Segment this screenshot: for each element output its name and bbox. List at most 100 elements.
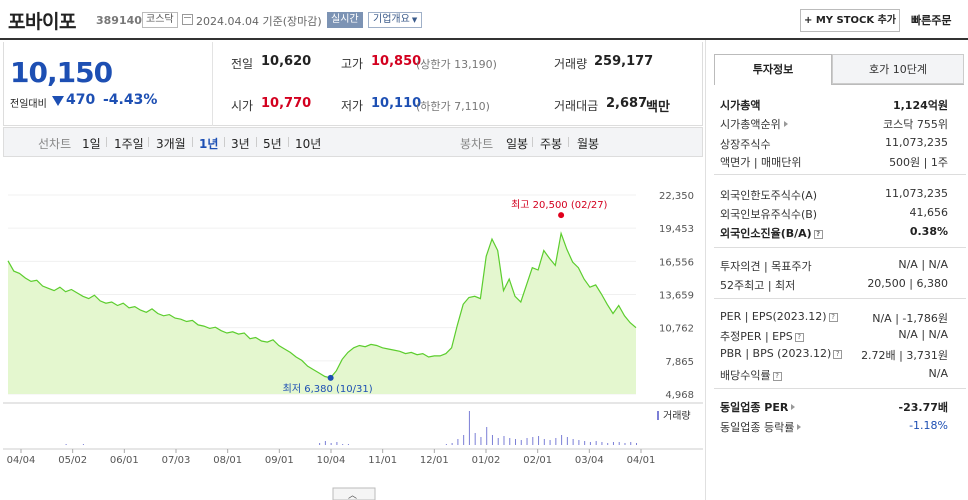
arrow-right-icon[interactable]: [791, 404, 796, 410]
chevron-down-icon: ▼: [411, 16, 418, 24]
info-label-text: 배당수익률: [720, 369, 771, 382]
info-label[interactable]: 추정PER | EPS?: [720, 328, 804, 344]
volume-bar: [457, 439, 459, 445]
chevron-up-icon[interactable]: ︿: [348, 491, 357, 500]
volume-bar: [618, 442, 620, 445]
info-label-text: PBR | BPS (2023.12): [720, 347, 832, 360]
high-label: 고가: [341, 57, 364, 71]
info-value: N/A | N/A: [898, 258, 948, 271]
volume-bar: [624, 443, 626, 445]
y-tick-label: 16,556: [659, 257, 694, 268]
prev-close-value: 10,620: [261, 54, 312, 69]
info-value: 코스닥 755위: [883, 118, 948, 131]
low-value: 10,110: [371, 96, 422, 111]
info-value: 500원 | 1주: [889, 156, 948, 169]
volume-bar: [601, 442, 603, 445]
arrow-right-icon[interactable]: [797, 424, 802, 430]
volume-bar: [607, 443, 609, 445]
company-overview-dropdown[interactable]: 기업개요 ▼: [368, 12, 423, 28]
volume-bar: [612, 442, 614, 445]
volume-bar: [503, 436, 505, 445]
tab-10-year[interactable]: 10년: [295, 137, 322, 151]
divider: [192, 137, 193, 147]
volume-bar: [509, 438, 511, 445]
change-percent: -4.43%: [103, 92, 158, 108]
info-value: 41,656: [909, 206, 949, 219]
tab-1-day[interactable]: 1일: [82, 137, 101, 151]
divider: [714, 388, 966, 389]
volume-bar: [324, 441, 326, 445]
chart-expand-button[interactable]: [332, 487, 376, 500]
tab-1-week[interactable]: 1주일: [114, 137, 144, 151]
volume-bar: [347, 444, 349, 445]
volume-bar: [82, 444, 84, 445]
info-label-text: 외국인소진율(B/A): [720, 227, 812, 240]
info-label[interactable]: PBR | BPS (2023.12)?: [720, 347, 843, 360]
tab-daily[interactable]: 일봉: [506, 137, 529, 151]
info-label[interactable]: 외국인소진율(B/A)?: [720, 225, 823, 241]
volume-bar: [515, 439, 517, 445]
tab-monthly[interactable]: 월봉: [577, 137, 600, 151]
info-label[interactable]: 시가총액순위: [720, 116, 788, 132]
x-tick-label: 12/01: [420, 455, 449, 466]
help-icon[interactable]: ?: [833, 350, 843, 359]
info-label[interactable]: 동일업종 PER: [720, 399, 796, 415]
panel-divider: [705, 40, 706, 500]
y-tick-label: 4,968: [665, 390, 694, 401]
info-value: N/A: [928, 367, 948, 380]
x-tick-label: 01/02: [472, 455, 501, 466]
candle-chart-label: 봉차트: [460, 137, 494, 151]
x-tick-label: 03/04: [575, 455, 604, 466]
tab-3-month[interactable]: 3개월: [156, 137, 186, 151]
open-value: 10,770: [261, 96, 312, 111]
tab-5-year[interactable]: 5년: [263, 137, 282, 151]
volume-bar: [486, 427, 488, 445]
volume-legend-swatch: [657, 411, 659, 420]
volume-bar: [578, 440, 580, 445]
info-label-text: 액면가 | 매매단위: [720, 156, 802, 169]
quick-order-button[interactable]: 빠른주문: [911, 14, 952, 27]
tab-3-year[interactable]: 3년: [231, 137, 250, 151]
info-label: 52주최고 | 최저: [720, 277, 795, 293]
volume-bar: [630, 442, 632, 445]
tab-orderbook[interactable]: 호가 10단계: [832, 54, 964, 84]
price-chart[interactable]: 22,350 19,453 16,556 13,659 10,762 7,865 4,968…: [3, 157, 703, 500]
help-icon[interactable]: ?: [794, 333, 804, 342]
current-price: 10,150: [10, 56, 113, 89]
help-icon[interactable]: ?: [828, 313, 838, 322]
volume-bar: [589, 442, 591, 445]
info-value: 2.72배 | 3,731원: [861, 349, 948, 362]
info-value: N/A | N/A: [898, 328, 948, 341]
volume-bar: [491, 435, 493, 445]
tab-1-year[interactable]: 1년: [199, 137, 219, 151]
info-label: 상장주식수: [720, 136, 771, 152]
x-tick-label: 10/04: [317, 455, 346, 466]
market-badge: 코스닥: [142, 12, 178, 28]
arrow-right-icon[interactable]: [783, 121, 788, 127]
info-label-text: 시가총액순위: [720, 118, 781, 131]
info-label[interactable]: 배당수익률?: [720, 367, 782, 383]
x-tick-label: 09/01: [265, 455, 294, 466]
min-label: 최저 6,380 (10/31): [283, 383, 373, 395]
tab-investment-info[interactable]: 투자정보: [714, 54, 832, 85]
info-label-text: 추정PER | EPS: [720, 330, 793, 343]
stock-header: [0, 0, 968, 40]
realtime-button[interactable]: 실시간: [327, 12, 363, 28]
info-label[interactable]: 동일업종 등락률: [720, 419, 802, 435]
help-icon[interactable]: ?: [772, 372, 782, 381]
volume-value: 259,177: [594, 54, 654, 69]
info-label[interactable]: PER | EPS(2023.12)?: [720, 310, 838, 323]
my-stock-add-button[interactable]: + MY STOCK 추가: [800, 9, 900, 32]
tab-weekly[interactable]: 주봉: [540, 137, 563, 151]
change-label: 전일대비: [10, 99, 47, 110]
volume-bar: [595, 441, 597, 445]
info-label-text: 52주최고 | 최저: [720, 279, 796, 292]
amount-label: 거래대금: [554, 99, 599, 113]
info-value: 11,073,235: [885, 136, 948, 149]
info-label: 시가총액: [720, 97, 760, 113]
calendar-icon: [182, 14, 193, 25]
help-icon[interactable]: ?: [813, 230, 823, 239]
max-point: [558, 212, 565, 219]
info-value: 1,124억원: [892, 99, 948, 112]
info-label-text: PER | EPS(2023.12): [720, 310, 827, 323]
